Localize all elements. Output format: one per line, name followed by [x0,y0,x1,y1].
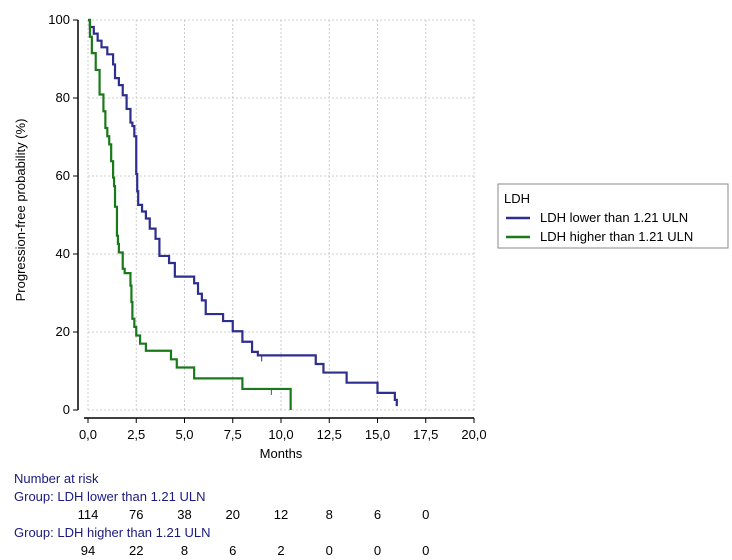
risk-value: 0 [422,543,430,558]
x-tick-label: 2,5 [127,427,145,442]
risk-value: 8 [325,507,333,522]
y-tick-label: 40 [56,246,70,261]
risk-value: 76 [129,507,144,522]
y-tick-label: 20 [56,324,70,339]
x-tick-label: 20,0 [461,427,486,442]
risk-value: 94 [80,543,96,558]
risk-value: 0 [373,543,382,558]
x-axis-title: Months [260,446,303,461]
y-axis: 0 20 40 60 80 100 [48,12,79,417]
risk-value: 12 [273,507,289,522]
x-axis: 0,0 2,5 5,0 7,5 10,0 12,5 15,0 17,5 20,0 [79,417,487,442]
x-tick-label: 17,5 [413,427,438,442]
y-tick-label: 60 [56,168,70,183]
y-tick-label: 0 [63,402,70,417]
risk-value: 8 [180,543,189,558]
x-tick-label: 10,0 [268,427,293,442]
x-tick-label: 0,0 [79,427,97,442]
risk-table: Number at risk Group: LDH lower than 1.2… [14,470,474,560]
risk-table-title: Number at risk [14,471,99,486]
risk-value: 114 [77,507,99,522]
x-tick-label: 7,5 [224,427,242,442]
risk-value: 0 [422,507,430,522]
grid [87,19,475,411]
km-chart: 0,0 2,5 5,0 7,5 10,0 12,5 15,0 17,5 20,0 0 20 40 60… [13,12,729,461]
y-axis-title: Progression-free probability (%) [13,119,28,302]
x-tick-label: 5,0 [175,427,193,442]
risk-value: 20 [225,507,240,522]
risk-group-label-lower: Group: LDH lower than 1.21 ULN [14,489,206,504]
risk-value: 38 [177,507,192,522]
y-tick-label: 80 [56,90,70,105]
risk-value: 6 [229,543,237,558]
risk-value: 6 [373,507,382,522]
series-curve-lower [88,18,398,407]
legend-label-lower: LDH lower than 1.21 ULN [540,210,688,225]
legend-label-higher: LDH higher than 1.21 ULN [540,229,693,244]
legend-box [497,183,729,249]
series-curve-higher [88,18,292,410]
x-tick-label: 12,5 [317,427,342,442]
y-tick-label: 100 [48,12,70,27]
risk-row-higher: 94 22 8 6 2 0 0 0 [14,542,474,560]
risk-group-label-higher: Group: LDH higher than 1.21 ULN [14,525,211,540]
series-curves [88,18,398,410]
risk-value: 22 [129,543,144,558]
risk-value: 0 [325,543,333,558]
risk-value: 2 [277,543,285,558]
legend-title: LDH [504,191,530,206]
x-tick-label: 15,0 [365,427,390,442]
legend: LDH LDH lower than 1.21 ULN LDH higher t… [497,183,729,249]
risk-row-lower: 114 76 38 20 12 8 6 0 [14,506,474,524]
